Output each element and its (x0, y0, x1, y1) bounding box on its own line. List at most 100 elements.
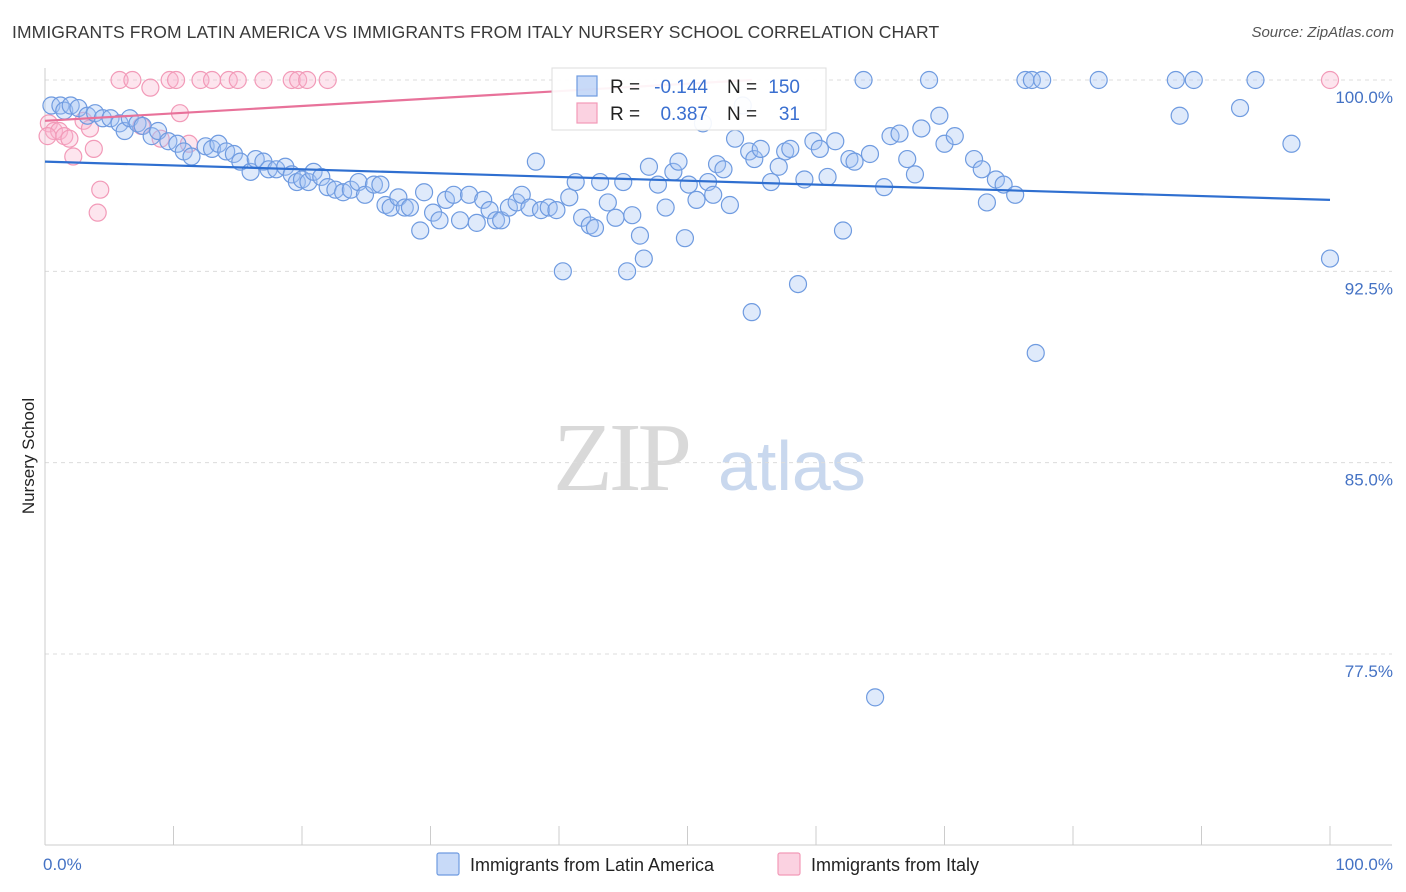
data-point (788, 274, 808, 294)
data-point (1026, 343, 1045, 363)
legend-label-italy: Immigrants from Italy (811, 855, 979, 875)
stats-n-value: 150 (768, 77, 800, 98)
data-point (1282, 134, 1301, 153)
data-point (414, 183, 434, 202)
data-point (254, 70, 273, 90)
data-point (444, 185, 463, 204)
stats-swatch-italy (576, 102, 598, 124)
data-point (520, 198, 539, 217)
stats-r-value: -0.144 (654, 77, 708, 98)
data-point (623, 206, 642, 225)
data-point (1320, 249, 1340, 268)
stats-n-value: 31 (779, 104, 800, 125)
data-point (389, 188, 408, 207)
data-point (474, 190, 493, 210)
legend-swatch-latin-america (436, 852, 460, 876)
data-point (714, 160, 733, 179)
trend-line-0 (44, 160, 1331, 202)
data-point (560, 188, 579, 207)
data-point (1006, 185, 1025, 204)
data-point (202, 70, 222, 90)
data-point (91, 180, 110, 199)
data-point (1022, 70, 1041, 90)
axes (44, 68, 1392, 846)
data-point (675, 229, 695, 248)
data-point (553, 262, 572, 281)
data-point (840, 149, 859, 169)
data-point (898, 149, 917, 169)
data-point (182, 147, 201, 166)
stats-r-label: R = (610, 77, 640, 98)
data-point (1170, 106, 1189, 125)
data-point (606, 208, 625, 227)
data-point (742, 303, 761, 322)
data-point (1320, 70, 1340, 90)
data-point (88, 203, 107, 222)
x-tick-labels: 0.0% 100.0% (43, 855, 1393, 874)
y-axis-label: Nursery School (19, 398, 38, 514)
data-point (720, 195, 740, 215)
data-point (639, 157, 659, 176)
data-point (687, 190, 706, 210)
data-point (818, 167, 837, 187)
watermark-zip: ZIP (553, 404, 688, 512)
data-point (945, 127, 964, 146)
data-point (341, 180, 360, 199)
data-point (994, 175, 1013, 194)
data-point (64, 147, 83, 166)
data-point (1166, 70, 1185, 90)
watermark-atlas: atlas (718, 427, 866, 505)
data-point (381, 198, 400, 217)
data-point (630, 226, 650, 245)
data-point (977, 193, 997, 212)
y-tick-label: 77.5% (1345, 662, 1393, 681)
chart-legend: Immigrants from Latin America Immigrants… (436, 852, 979, 876)
data-point (810, 139, 829, 158)
data-point (890, 124, 909, 143)
data-point (751, 139, 770, 158)
data-point (972, 160, 991, 179)
data-point (964, 149, 984, 169)
data-point (395, 198, 414, 217)
data-point (50, 121, 69, 141)
data-point (110, 70, 129, 90)
data-point (60, 129, 79, 148)
data-point (141, 78, 160, 97)
data-point (930, 106, 949, 125)
data-point (566, 172, 585, 192)
chart-title: IMMIGRANTS FROM LATIN AMERICA VS IMMIGRA… (12, 22, 940, 42)
y-tick-label: 100.0% (1335, 88, 1393, 107)
data-point (38, 127, 57, 146)
stats-swatch-latin-america (576, 75, 598, 97)
data-point (160, 70, 179, 90)
data-point (860, 144, 880, 164)
data-point (833, 221, 853, 240)
data-point (580, 216, 599, 235)
data-point (547, 201, 566, 220)
data-point (591, 172, 610, 192)
data-point (905, 165, 925, 184)
data-point (411, 221, 430, 240)
data-point (634, 249, 653, 268)
data-point (166, 70, 186, 90)
data-point (1184, 70, 1203, 90)
data-point (459, 185, 479, 204)
data-point (776, 142, 795, 161)
data-point (355, 185, 375, 204)
data-point (573, 208, 592, 227)
data-point (400, 198, 420, 217)
data-point (298, 70, 317, 90)
data-point (919, 70, 939, 90)
data-point (312, 167, 331, 187)
stats-r-label: R = (610, 104, 640, 125)
data-point (371, 175, 390, 194)
data-point (745, 149, 764, 169)
data-point (480, 201, 499, 220)
stats-n-label: N = (727, 104, 757, 125)
data-point (614, 172, 633, 192)
data-point (1230, 98, 1250, 118)
data-point (618, 262, 637, 281)
data-point (486, 211, 506, 230)
source-label: Source: ZipAtlas.com (1251, 24, 1394, 41)
data-point (84, 139, 103, 158)
